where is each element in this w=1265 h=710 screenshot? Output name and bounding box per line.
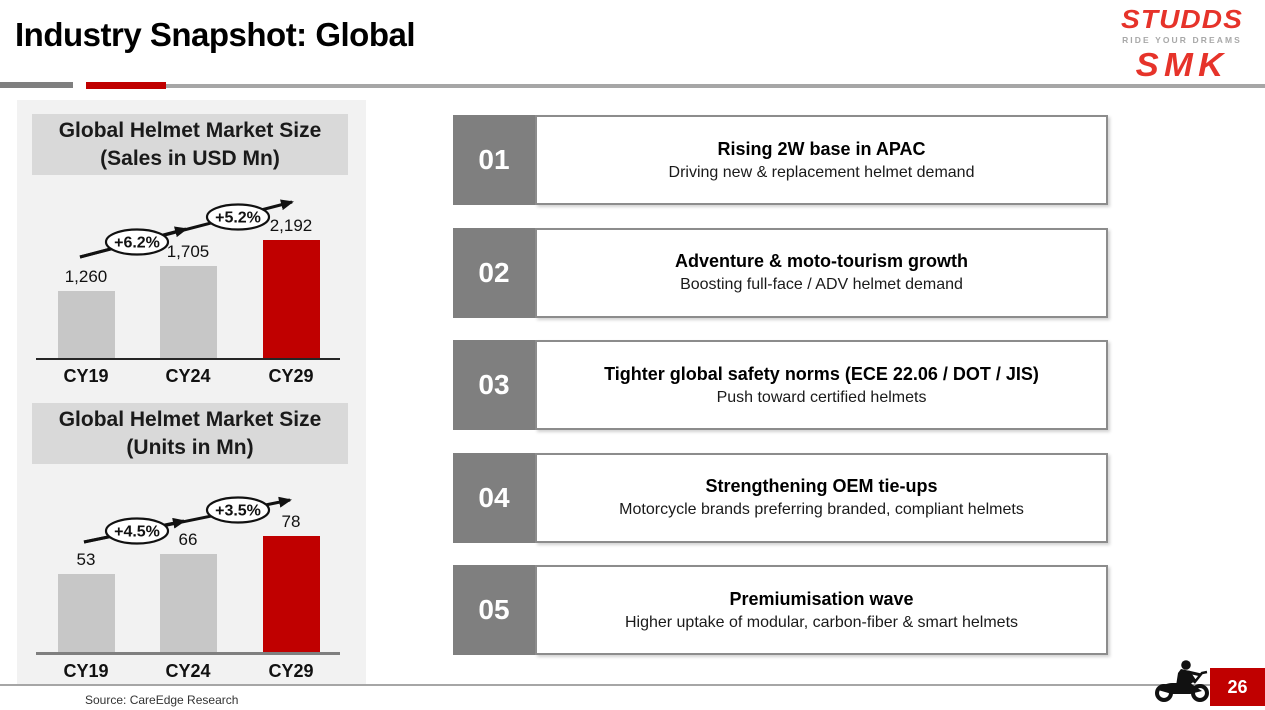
- divider-segment-dark: [0, 82, 73, 88]
- page-title: Industry Snapshot: Global: [15, 16, 416, 53]
- insight-title: Strengthening OEM tie-ups: [705, 476, 938, 496]
- footer-divider: [0, 684, 1265, 686]
- axis-category-label: CY19: [63, 366, 109, 386]
- divider-segment-red: [86, 82, 166, 89]
- insight-number-badge: 02: [453, 227, 535, 318]
- insight-card: Adventure & moto-tourism growth Boosting…: [535, 227, 1108, 318]
- axis-category-label: CY24: [165, 366, 211, 386]
- x-axis-line: [36, 358, 340, 360]
- chart-sales-title: Global Helmet Market Size (Sales in USD …: [32, 114, 348, 175]
- axis-category-label: CY29: [268, 661, 314, 681]
- chart-title-line1: Global Helmet Market Size: [58, 118, 322, 142]
- insight-number-badge: 01: [453, 115, 535, 205]
- axis-category-label: CY24: [165, 661, 211, 681]
- insight-title: Adventure & moto-tourism growth: [675, 251, 968, 271]
- insight-number-badge: 05: [453, 565, 535, 655]
- logo-tagline: RIDE YOUR DREAMS: [1122, 35, 1242, 45]
- insight-number-badge: 03: [453, 340, 535, 430]
- bar-cy24: [159, 266, 217, 359]
- chart-title-line2: (Sales in USD Mn): [100, 146, 280, 170]
- insight-title: Tighter global safety norms (ECE 22.06 /…: [604, 363, 1039, 384]
- bar-cy29: [262, 239, 320, 359]
- bar-cy19: [57, 290, 115, 359]
- insight-card: Premiumisation wave Higher uptake of mod…: [535, 565, 1108, 655]
- studds-wordmark: STUDDS: [1121, 4, 1243, 34]
- insight-title: Premiumisation wave: [729, 588, 914, 609]
- page-number-badge: 26: [1210, 668, 1265, 706]
- insight-row-3: 03 Tighter global safety norms (ECE 22.0…: [453, 340, 1108, 430]
- insight-row-1: 01 Rising 2W base in APAC Driving new & …: [453, 115, 1108, 205]
- insight-subtitle: Push toward certified helmets: [716, 388, 927, 406]
- insight-subtitle: Motorcycle brands preferring branded, co…: [619, 501, 1024, 518]
- bar-cy19: [57, 573, 115, 654]
- insight-row-4: 04 Strengthening OEM tie-ups Motorcycle …: [453, 452, 1108, 543]
- insight-subtitle: Boosting full-face / ADV helmet demand: [680, 276, 963, 293]
- bar-value-label: 66: [178, 530, 198, 550]
- insight-row-5: 05 Premiumisation wave Higher uptake of …: [453, 565, 1108, 655]
- x-axis-line: [36, 652, 340, 655]
- bar-value-label: 53: [76, 549, 96, 569]
- insight-card: Tighter global safety norms (ECE 22.06 /…: [535, 340, 1108, 430]
- chart-units-title: Global Helmet Market Size (Units in Mn): [32, 403, 348, 464]
- bar-value-label: 78: [281, 512, 301, 532]
- insight-subtitle: Driving new & replacement helmet demand: [668, 163, 975, 181]
- bar-value-label: 1,260: [64, 266, 108, 286]
- insight-card: Rising 2W base in APAC Driving new & rep…: [535, 115, 1108, 205]
- axis-category-label: CY19: [63, 661, 109, 681]
- studds-smk-logo: STUDDS RIDE YOUR DREAMS SMK: [1112, 6, 1252, 81]
- motorcycle-icon: [1155, 660, 1209, 702]
- bar-cy24: [159, 554, 217, 654]
- insight-title: Rising 2W base in APAC: [717, 138, 926, 159]
- insight-card: Strengthening OEM tie-ups Motorcycle bra…: [535, 452, 1108, 543]
- chart-title-line1: Global Helmet Market Size: [58, 407, 322, 431]
- insight-row-2: 02 Adventure & moto-tourism growth Boost…: [453, 227, 1108, 318]
- source-note: Source: CareEdge Research: [85, 693, 239, 707]
- insight-subtitle: Higher uptake of modular, carbon-fiber &…: [624, 613, 1019, 631]
- bar-value-label: 1,705: [166, 242, 210, 262]
- divider-segment-light: [166, 84, 1265, 88]
- smk-wordmark: SMK: [1135, 45, 1229, 83]
- chart-title-line2: (Units in Mn): [126, 435, 254, 459]
- insights-list: 01 Rising 2W base in APAC Driving new & …: [453, 115, 1108, 655]
- insight-number-badge: 04: [453, 452, 535, 543]
- bar-cy29: [262, 536, 320, 654]
- axis-category-label: CY29: [268, 366, 314, 386]
- bar-value-label: 2,192: [269, 215, 313, 235]
